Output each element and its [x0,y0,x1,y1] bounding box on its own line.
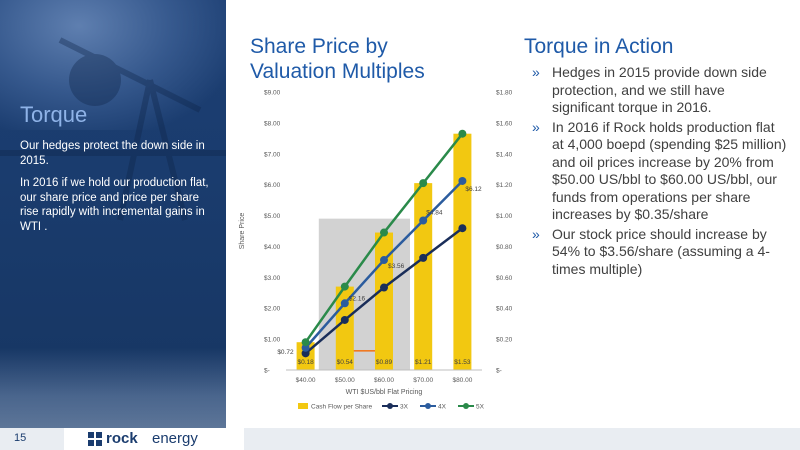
point-3x [340,315,349,324]
bullet-list: » Hedges in 2015 provide down side protec… [532,64,787,280]
y-tick-label: $2.00 [264,306,281,313]
y2-tick-label: $1.20 [496,182,513,189]
line-4x-value-label: $6.12 [465,186,482,193]
bar-value-label: $0.18 [297,359,314,366]
legend-swatch-bar [298,403,308,409]
legend-label: 3X [400,404,409,411]
legend-label: 4X [438,404,447,411]
left-panel: Torque Our hedges protect the down side … [0,0,226,428]
storage-tanks-image [0,348,226,428]
legend-label: Cash Flow per Share [311,404,372,411]
y-tick-label: $6.00 [264,182,281,189]
y2-tick-label: $0.80 [496,244,513,251]
bullet-text: Hedges in 2015 provide down side protect… [552,64,767,115]
page-number: 15 [14,432,27,444]
point-4x [458,176,467,185]
chevron-bullet-icon: » [532,118,540,135]
point-3x [301,349,310,358]
bullet-text: Our stock price should increase by 54% t… [552,225,770,277]
x-tick-label: $80.00 [452,377,472,384]
legend-label: 5X [476,404,485,411]
legend-swatch-marker [387,403,393,409]
y-tick-label: $8.00 [264,120,281,127]
legend-swatch-marker [425,403,431,409]
y-tick-label: $4.00 [264,244,281,251]
y-axis-title: Share Price [239,213,246,250]
footer-bar: 15 rock energy [0,428,800,450]
bullet-item: » Our stock price should increase by 54% … [532,226,787,279]
point-4x [380,256,388,265]
right-heading: Torque in Action [524,35,674,58]
line-4x-value-label: $4.84 [426,209,443,216]
bar-value-label: $1.21 [415,359,432,366]
share-price-chart: $0.18 $0.54 $0.89 $1.21 $1.53 $0.72 $2.16 $3.56… [239,90,513,411]
company-logo: rock energy [64,428,244,450]
x-tick-label: $40.00 [296,377,316,384]
bar-value-label: $0.89 [376,359,393,366]
pumpjack-silhouette [0,37,226,221]
y2-tick-label: $0.20 [496,337,513,344]
bullet-item: » In 2016 if Rock holds production flat a… [532,119,787,224]
point-4x [419,216,428,225]
y2-tick-label: $1.80 [496,90,513,97]
y2-tick-label: $1.60 [496,120,513,127]
highlight-box [318,218,410,370]
bar-cash-flow [375,232,393,370]
logo-text-energy: energy [152,430,198,447]
point-4x [340,299,349,308]
y-tick-label: $7.00 [264,151,281,158]
x-tick-label: $50.00 [335,377,355,384]
point-3x [458,224,467,233]
panel-paragraph-2016: In 2016 if we hold our production flat, … [20,177,209,233]
point-4x [301,343,310,352]
chevron-bullet-icon: » [532,225,540,242]
rock-logo-mark-icon [88,432,102,446]
pumpjack-background-image [0,0,226,130]
bar-value-label: $0.54 [337,359,354,366]
y-tick-label: $- [264,368,270,375]
panel-title: Torque [20,102,88,127]
bullet-item: » Hedges in 2015 provide down side protec… [532,64,787,117]
panel-paragraph-hedges: Our hedges protect the down side in 2015… [20,140,205,167]
y2-tick-label: $- [496,368,502,375]
line-4x-value-label: $3.56 [388,263,405,270]
point-3x [380,283,388,292]
x-tick-label: $70.00 [413,377,433,384]
logo-text-rock: rock [106,430,138,447]
bar-cash-flow [414,183,433,370]
y2-tick-label: $1.00 [496,213,513,220]
point-3x [419,253,428,262]
chart-heading: Share Price by Valuation Multiples [250,35,425,83]
point-5x [301,338,310,347]
x-axis-title: WTI $US/bbl Flat Pricing [346,389,423,396]
y-tick-label: $1.00 [264,337,281,344]
line-4x-value-label: $0.72 [277,349,294,356]
y-tick-label: $9.00 [264,90,281,97]
y2-tick-label: $1.40 [496,151,513,158]
y-tick-label: $5.00 [264,213,281,220]
point-5x [458,129,467,138]
bar-cash-flow [453,133,472,370]
y-tick-label: $3.00 [264,275,281,282]
point-5x [380,228,388,237]
bar-value-label: $1.53 [454,359,471,366]
legend-swatch-marker [463,403,469,409]
y2-tick-label: $0.60 [496,275,513,282]
line-4x-value-label: $2.16 [349,295,366,302]
chevron-bullet-icon: » [532,64,540,80]
point-5x [419,179,428,188]
y2-tick-label: $0.40 [496,306,513,313]
bullet-text: In 2016 if Rock holds production flat at… [552,118,787,223]
x-tick-label: $60.00 [374,377,394,384]
point-5x [340,282,349,291]
